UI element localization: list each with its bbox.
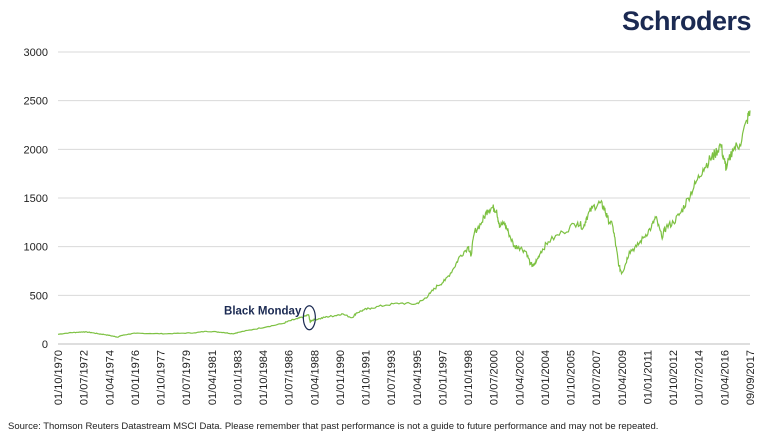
x-tick-label: 01/10/1998	[463, 350, 475, 405]
x-tick-label: 01/01/2004	[540, 350, 552, 405]
black-monday-label: Black Monday	[224, 306, 302, 318]
x-tick-label: 01/10/1984	[258, 350, 270, 405]
x-tick-label: 01/04/1974	[104, 350, 116, 405]
x-tick-label: 01/07/1972	[79, 350, 91, 405]
x-tick-label: 01/01/1983	[232, 350, 244, 405]
x-tick-label: 01/07/2000	[489, 350, 501, 405]
y-axis-ticks: 0 500 1000 1500 2000 2500 3000	[24, 47, 48, 351]
x-tick-label: 01/07/2007	[591, 350, 603, 405]
x-tick-label: 01/07/2014	[694, 350, 706, 405]
x-tick-label: 01/04/1981	[207, 350, 219, 405]
x-tick-label: 01/04/2009	[617, 350, 629, 405]
x-tick-label: 01/10/1977	[156, 350, 168, 405]
x-tick-label: 01/07/1993	[386, 350, 398, 405]
x-tick-label: 01/07/1979	[181, 350, 193, 405]
x-tick-label: 01/10/2005	[566, 350, 578, 405]
y-tick-label: 2000	[24, 144, 48, 156]
x-tick-label: 01/10/1970	[53, 350, 65, 405]
y-tick-label: 0	[42, 339, 48, 351]
x-tick-label: 01/04/2002	[514, 350, 526, 405]
x-tick-label: 01/01/1976	[130, 350, 142, 405]
x-tick-label: 01/04/1995	[412, 350, 424, 405]
black-monday-marker	[302, 305, 316, 331]
source-note: Source: Thomson Reuters Datastream MSCI …	[8, 421, 659, 432]
gridlines	[58, 51, 750, 345]
y-tick-label: 2500	[24, 96, 48, 108]
x-tick-label: 01/07/1986	[284, 350, 296, 405]
x-tick-label: 01/01/1997	[437, 350, 449, 405]
x-tick-label: 01/10/1991	[361, 350, 373, 405]
y-tick-label: 1000	[24, 242, 48, 254]
y-tick-label: 3000	[24, 47, 48, 59]
x-tick-label: 01/04/2016	[719, 350, 731, 405]
x-tick-label: 09/09/2017	[745, 350, 757, 405]
x-tick-label: 01/01/1990	[335, 350, 347, 405]
series-line	[57, 110, 751, 338]
y-tick-label: 500	[30, 290, 48, 302]
schroders-logo: Schroders	[622, 6, 752, 36]
x-axis-ticks: 01/10/1970 01/07/1972 01/04/1974 01/01/1976…	[53, 350, 757, 405]
x-tick-label: 01/04/1988	[309, 350, 321, 405]
x-tick-label: 01/10/2012	[668, 350, 680, 405]
y-tick-label: 1500	[24, 193, 48, 205]
x-tick-label: 01/01/2011	[642, 350, 654, 404]
